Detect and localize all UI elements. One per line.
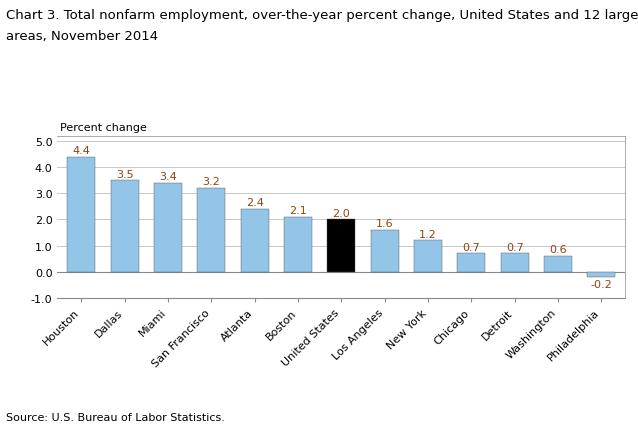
Bar	[67, 157, 95, 272]
Bar	[284, 217, 312, 272]
Bar	[154, 183, 182, 272]
Text: 3.5: 3.5	[115, 169, 133, 179]
Text: -0.2: -0.2	[591, 279, 612, 289]
Bar	[197, 189, 225, 272]
Text: Source: U.S. Bureau of Labor Statistics.: Source: U.S. Bureau of Labor Statistics.	[6, 412, 225, 422]
Text: 3.2: 3.2	[202, 177, 220, 187]
Text: 0.7: 0.7	[506, 242, 524, 252]
Bar	[327, 220, 355, 272]
Text: 2.4: 2.4	[246, 198, 263, 208]
Bar	[241, 210, 269, 272]
Bar	[501, 254, 529, 272]
Text: 2.0: 2.0	[332, 208, 350, 218]
Text: areas, November 2014: areas, November 2014	[6, 30, 158, 43]
Text: Percent change: Percent change	[59, 122, 147, 132]
Bar	[544, 256, 572, 272]
Text: 2.1: 2.1	[289, 206, 307, 216]
Bar	[457, 254, 486, 272]
Text: Chart 3. Total nonfarm employment, over-the-year percent change, United States a: Chart 3. Total nonfarm employment, over-…	[6, 9, 638, 21]
Bar	[414, 241, 442, 272]
Text: 3.4: 3.4	[159, 172, 177, 182]
Text: 4.4: 4.4	[72, 146, 90, 155]
Text: 1.6: 1.6	[376, 219, 394, 229]
Bar	[588, 272, 616, 277]
Text: 1.2: 1.2	[419, 229, 437, 239]
Text: 0.6: 0.6	[549, 245, 567, 255]
Bar	[110, 181, 138, 272]
Text: 0.7: 0.7	[463, 242, 480, 252]
Bar	[371, 230, 399, 272]
